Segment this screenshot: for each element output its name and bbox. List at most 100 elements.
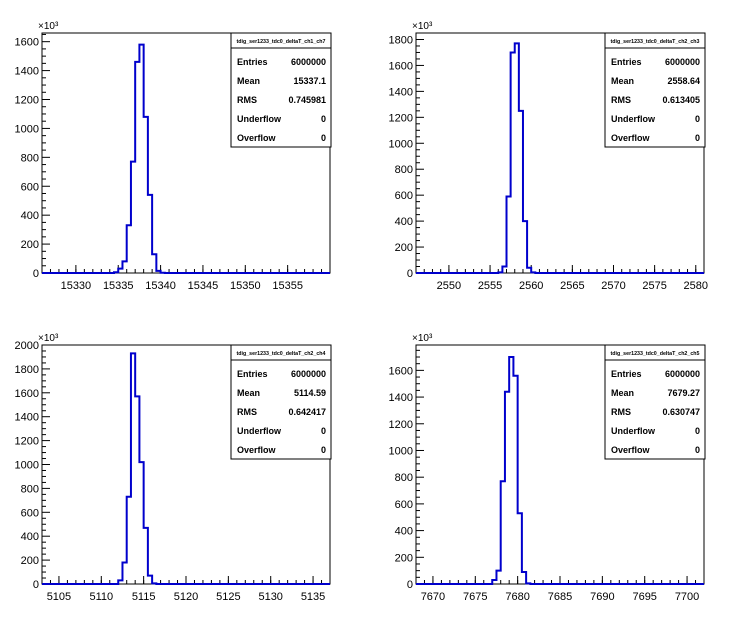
y-tick-label: 1400 <box>15 66 39 78</box>
x-tick-label: 2560 <box>519 280 543 292</box>
x-tick-label: 5125 <box>216 591 240 603</box>
stats-value-overflow: 0 <box>695 133 700 143</box>
x-tick-label: 15355 <box>272 280 303 292</box>
stats-box <box>230 32 332 148</box>
x-tick-label: 2580 <box>684 280 708 292</box>
stats-label-overflow: Overflow <box>237 133 277 143</box>
y-axis-multiplier-label: ×10³ <box>38 333 59 344</box>
stats-value-mean: 5114.59 <box>294 388 326 398</box>
x-tick-label: 15340 <box>145 280 176 292</box>
stats-value-underflow: 0 <box>695 426 700 436</box>
stats-label-entries: Entries <box>611 57 642 67</box>
x-tick-label: 5105 <box>47 591 71 603</box>
stats-label-entries: Entries <box>611 369 642 379</box>
y-tick-label: 200 <box>395 552 413 564</box>
x-tick-label: 5110 <box>89 591 113 603</box>
stats-value-rms: 0.630747 <box>662 407 700 417</box>
x-tick-label: 7685 <box>548 591 572 603</box>
x-tick-label: 5115 <box>132 591 156 603</box>
stats-label-rms: RMS <box>611 95 631 105</box>
y-tick-label: 800 <box>395 164 413 176</box>
histogram-series <box>42 352 330 585</box>
y-tick-label: 1600 <box>15 37 39 49</box>
stats-value-rms: 0.613405 <box>662 95 700 105</box>
stats-label-overflow: Overflow <box>237 445 277 455</box>
x-tick-label: 2565 <box>560 280 584 292</box>
histogram-series <box>416 42 704 274</box>
stats-value-entries: 6000000 <box>665 369 700 379</box>
histogram-title: tdig_ser1233_tdc0_deltaT_ch1_ch7 <box>237 39 326 45</box>
stats-value-mean: 7679.27 <box>667 388 700 398</box>
stats-value-underflow: 0 <box>695 114 700 124</box>
y-tick-label: 200 <box>395 242 413 254</box>
stats-value-overflow: 0 <box>695 445 700 455</box>
y-tick-label: 1000 <box>15 460 39 472</box>
x-tick-label: 2570 <box>601 280 625 292</box>
x-tick-label: 2575 <box>642 280 666 292</box>
y-tick-label: 1600 <box>389 365 413 377</box>
stats-value-mean: 15337.1 <box>293 76 326 86</box>
y-tick-label: 1400 <box>389 392 413 404</box>
stats-value-entries: 6000000 <box>291 369 326 379</box>
stats-label-mean: Mean <box>611 76 634 86</box>
stats-value-rms: 0.642417 <box>288 407 326 417</box>
stats-label-underflow: Underflow <box>237 114 282 124</box>
y-tick-label: 1000 <box>15 123 39 135</box>
y-tick-label: 1000 <box>389 138 413 150</box>
stats-box <box>604 32 706 148</box>
y-tick-label: 200 <box>21 239 39 251</box>
x-tick-label: 5130 <box>258 591 282 603</box>
histogram-title: tdig_ser1233_tdc0_deltaT_ch2_ch4 <box>237 351 326 357</box>
y-axis-multiplier-label: ×10³ <box>412 21 433 32</box>
stats-label-mean: Mean <box>237 76 260 86</box>
x-tick-label: 7680 <box>505 591 529 603</box>
y-axis-multiplier-label: ×10³ <box>38 21 59 32</box>
histogram-title: tdig_ser1233_tdc0_deltaT_ch2_ch5 <box>611 351 700 357</box>
histogram-panel-4: 0 200 400 600 800 1000 1200 1400 1600 7670 7675 768… <box>389 333 706 603</box>
histogram-series <box>42 43 330 274</box>
y-tick-label: 1400 <box>389 86 413 98</box>
stats-label-mean: Mean <box>237 388 260 398</box>
stats-label-entries: Entries <box>237 369 268 379</box>
y-tick-label: 1600 <box>389 60 413 72</box>
stats-label-mean: Mean <box>611 388 634 398</box>
y-tick-label: 1200 <box>389 112 413 124</box>
y-tick-label: 800 <box>21 152 39 164</box>
stats-label-entries: Entries <box>237 57 268 67</box>
stats-label-rms: RMS <box>237 407 257 417</box>
histogram-panel-3: 0 200 400 600 800 1000 1200 1400 1600 1800 2000 510… <box>15 333 332 603</box>
y-tick-label: 0 <box>33 579 39 591</box>
y-tick-label: 400 <box>21 531 39 543</box>
y-tick-label: 0 <box>407 268 413 280</box>
y-tick-label: 1200 <box>15 436 39 448</box>
stats-label-underflow: Underflow <box>611 114 656 124</box>
stats-value-overflow: 0 <box>321 445 326 455</box>
stats-label-underflow: Underflow <box>237 426 282 436</box>
y-axis-multiplier-label: ×10³ <box>412 333 433 344</box>
x-tick-label: 7690 <box>590 591 614 603</box>
stats-value-entries: 6000000 <box>291 57 326 67</box>
stats-label-overflow: Overflow <box>611 133 651 143</box>
y-tick-label: 0 <box>407 579 413 591</box>
y-tick-label: 400 <box>395 216 413 228</box>
y-tick-label: 600 <box>21 507 39 519</box>
x-tick-label: 2555 <box>478 280 502 292</box>
histogram-series <box>416 356 704 585</box>
y-tick-label: 600 <box>395 190 413 202</box>
x-tick-label: 5135 <box>301 591 325 603</box>
y-tick-label: 400 <box>21 210 39 222</box>
y-tick-label: 1200 <box>389 419 413 431</box>
x-tick-label: 15350 <box>230 280 261 292</box>
x-tick-label: 15330 <box>61 280 92 292</box>
stats-value-entries: 6000000 <box>665 57 700 67</box>
x-tick-label: 7695 <box>632 591 656 603</box>
y-tick-label: 400 <box>395 526 413 538</box>
y-tick-label: 0 <box>33 268 39 280</box>
stats-value-underflow: 0 <box>321 114 326 124</box>
stats-value-overflow: 0 <box>321 133 326 143</box>
stats-label-rms: RMS <box>237 95 257 105</box>
histogram-panel-1: 0 200 400 600 800 1000 1200 1400 1600 15330 15335 1… <box>15 21 332 292</box>
stats-label-overflow: Overflow <box>611 445 651 455</box>
stats-box <box>230 344 332 460</box>
